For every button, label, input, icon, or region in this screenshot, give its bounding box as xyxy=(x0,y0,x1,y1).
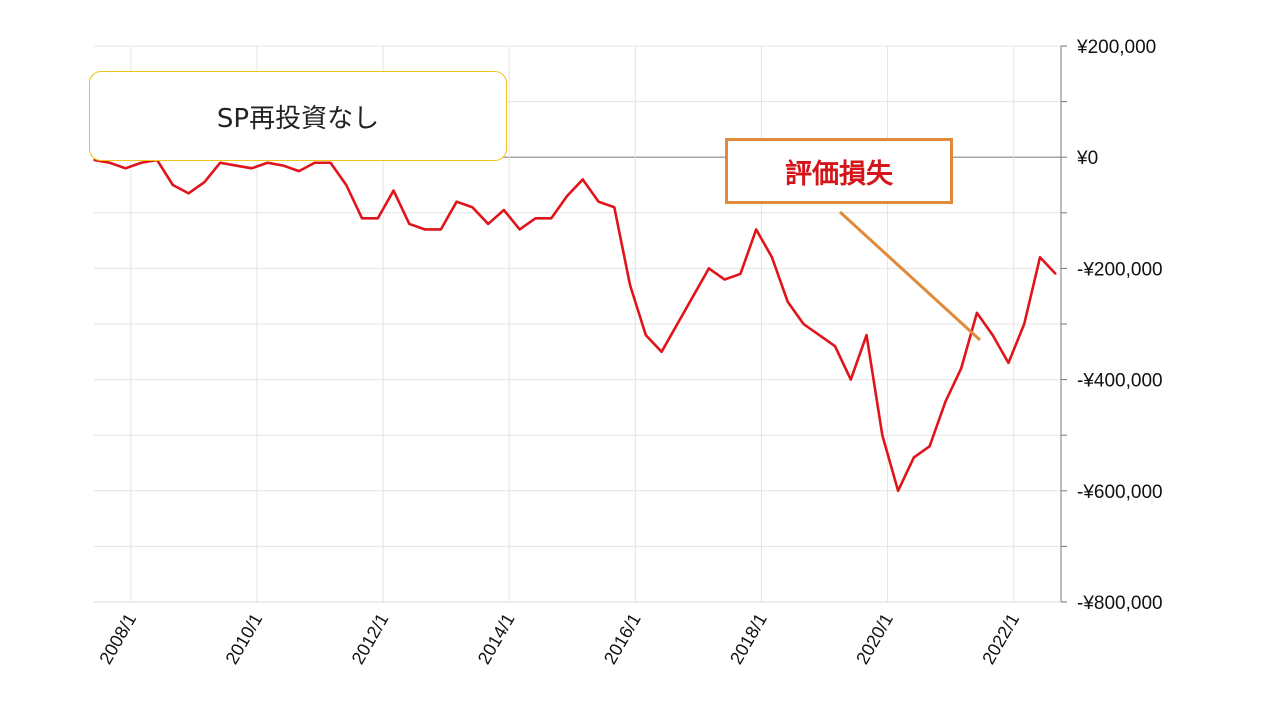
x-tick-label: 2020/1 xyxy=(852,610,897,668)
chart-title: SP再投資なし xyxy=(216,103,380,134)
data-point xyxy=(424,228,426,231)
data-point xyxy=(629,284,631,286)
x-axis-labels: 2008/1 2010/1 2012/1 2014/1 2016/1 2018/1 2020… xyxy=(95,610,1023,668)
data-point xyxy=(345,184,348,186)
y-axis: ¥200,000 ¥0 -¥200,000 -¥400,000 -¥600,000 -¥8… xyxy=(94,37,1163,614)
data-point xyxy=(1054,273,1057,275)
data-point xyxy=(1007,362,1010,364)
annotation-arrow xyxy=(838,210,982,342)
data-point xyxy=(960,367,962,370)
data-point xyxy=(723,278,726,281)
data-point xyxy=(471,206,474,209)
data-point xyxy=(660,351,663,353)
data-point xyxy=(786,300,789,303)
data-point xyxy=(881,434,884,437)
data-point xyxy=(1023,323,1026,325)
y-tick-label: -¥200,000 xyxy=(1077,259,1163,280)
data-point xyxy=(597,200,600,203)
data-point xyxy=(645,334,647,336)
data-point xyxy=(834,345,836,348)
data-point xyxy=(1039,256,1041,259)
data-point xyxy=(361,217,363,220)
data-point xyxy=(329,161,332,164)
y-tick-label: -¥400,000 xyxy=(1077,371,1163,392)
x-tick-label: 2008/1 xyxy=(95,610,140,668)
annotation-label: 評価損失 xyxy=(785,158,893,190)
data-point xyxy=(108,161,111,164)
data-point xyxy=(455,200,458,203)
x-tick-label: 2012/1 xyxy=(348,610,393,668)
data-point xyxy=(518,228,521,231)
data-point xyxy=(676,323,679,325)
data-point xyxy=(250,167,253,170)
data-point xyxy=(534,217,537,220)
data-point xyxy=(708,267,710,270)
data-point xyxy=(944,401,947,403)
data-point xyxy=(487,223,489,225)
data-point xyxy=(235,164,237,167)
data-point xyxy=(802,323,805,325)
data-point xyxy=(566,195,568,197)
data-point xyxy=(897,490,899,492)
data-point xyxy=(172,184,174,186)
data-point xyxy=(187,192,190,195)
data-point xyxy=(913,456,915,459)
data-point xyxy=(282,164,284,167)
y-tick-label: -¥800,000 xyxy=(1077,593,1163,614)
x-tick-label: 2016/1 xyxy=(600,610,645,668)
data-point xyxy=(440,228,442,231)
data-point xyxy=(124,167,127,170)
data-point xyxy=(266,161,269,164)
x-tick-label: 2014/1 xyxy=(474,610,519,668)
data-point xyxy=(771,256,773,259)
data-point xyxy=(976,312,978,314)
y-tick-label: -¥600,000 xyxy=(1077,482,1163,503)
data-point xyxy=(503,209,505,211)
series-line xyxy=(93,158,1057,493)
data-point xyxy=(692,295,694,298)
data-point xyxy=(865,334,868,336)
x-tick-label: 2018/1 xyxy=(726,610,771,668)
data-point xyxy=(849,378,852,381)
series-layer xyxy=(93,158,1057,493)
data-point xyxy=(739,273,742,275)
chart-title-box: SP再投資なし xyxy=(89,71,507,161)
annotation-callout: 評価損失 xyxy=(725,138,953,204)
data-point xyxy=(203,181,206,184)
data-point xyxy=(298,170,300,172)
data-point xyxy=(392,189,395,192)
data-point xyxy=(140,161,143,164)
data-point xyxy=(818,334,821,336)
data-point xyxy=(613,206,616,209)
x-tick-label: 2010/1 xyxy=(222,610,267,668)
data-point xyxy=(313,161,316,164)
data-point xyxy=(581,178,584,181)
x-tick-label: 2022/1 xyxy=(978,610,1023,668)
data-point xyxy=(376,217,379,220)
data-point xyxy=(219,161,221,164)
data-point xyxy=(991,334,994,336)
data-point xyxy=(755,228,757,231)
data-point xyxy=(408,223,411,225)
data-point xyxy=(928,445,931,448)
data-point xyxy=(550,217,553,220)
y-tick-label: ¥200,000 xyxy=(1076,37,1156,58)
y-tick-label: ¥0 xyxy=(1076,148,1098,169)
